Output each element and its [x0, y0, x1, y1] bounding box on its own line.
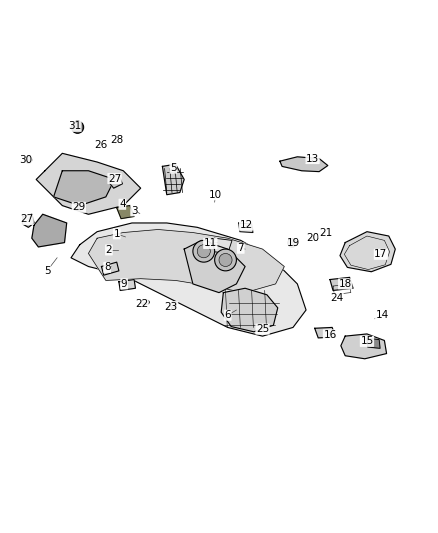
Circle shape	[170, 302, 177, 308]
Polygon shape	[367, 338, 380, 349]
Text: 28: 28	[110, 135, 124, 146]
Circle shape	[70, 172, 85, 187]
Text: 3: 3	[131, 206, 138, 216]
Circle shape	[197, 245, 210, 258]
Polygon shape	[32, 214, 67, 247]
Polygon shape	[22, 214, 34, 228]
Text: 13: 13	[306, 154, 319, 164]
Text: 20: 20	[306, 233, 319, 243]
Polygon shape	[221, 288, 278, 332]
Polygon shape	[36, 154, 141, 214]
Circle shape	[25, 156, 32, 163]
Text: 6: 6	[224, 310, 231, 320]
Ellipse shape	[141, 300, 149, 305]
Text: 15: 15	[360, 336, 374, 346]
Polygon shape	[110, 175, 122, 188]
Text: 1: 1	[113, 229, 120, 239]
Circle shape	[215, 249, 237, 271]
Polygon shape	[119, 279, 135, 290]
Text: 26: 26	[94, 140, 107, 150]
Text: 7: 7	[237, 243, 244, 253]
Circle shape	[77, 203, 84, 210]
Polygon shape	[341, 334, 387, 359]
Polygon shape	[330, 277, 353, 290]
Polygon shape	[53, 171, 115, 206]
Text: 19: 19	[287, 238, 300, 248]
Text: 12: 12	[239, 220, 253, 230]
Text: 5: 5	[44, 266, 50, 276]
Circle shape	[288, 239, 297, 247]
Text: 11: 11	[204, 238, 217, 248]
Text: 2: 2	[106, 245, 112, 255]
Circle shape	[219, 254, 232, 266]
Polygon shape	[210, 238, 232, 254]
Text: 17: 17	[374, 249, 388, 260]
Text: 4: 4	[119, 199, 126, 209]
Text: 9: 9	[121, 279, 127, 289]
Polygon shape	[280, 157, 328, 172]
Text: 29: 29	[72, 203, 85, 212]
Circle shape	[71, 121, 84, 133]
Text: 30: 30	[19, 155, 32, 165]
Text: 27: 27	[20, 214, 33, 224]
Circle shape	[193, 240, 215, 262]
Polygon shape	[71, 223, 306, 336]
Text: 14: 14	[375, 310, 389, 320]
Text: 18: 18	[339, 279, 352, 289]
Polygon shape	[102, 262, 119, 275]
Polygon shape	[88, 230, 284, 293]
Text: 23: 23	[165, 302, 178, 312]
Text: 8: 8	[104, 262, 110, 272]
Text: 27: 27	[108, 174, 121, 183]
Polygon shape	[162, 164, 184, 195]
Text: 22: 22	[135, 299, 148, 309]
Polygon shape	[239, 223, 253, 232]
Text: 31: 31	[68, 122, 81, 131]
Polygon shape	[340, 232, 395, 272]
Text: 21: 21	[319, 228, 332, 238]
Polygon shape	[184, 240, 245, 293]
Polygon shape	[117, 206, 134, 219]
Text: 10: 10	[209, 190, 222, 200]
Text: 16: 16	[323, 330, 337, 340]
Text: 24: 24	[330, 293, 343, 303]
Text: 5: 5	[170, 163, 177, 173]
Polygon shape	[315, 327, 336, 338]
Text: 25: 25	[256, 324, 269, 334]
